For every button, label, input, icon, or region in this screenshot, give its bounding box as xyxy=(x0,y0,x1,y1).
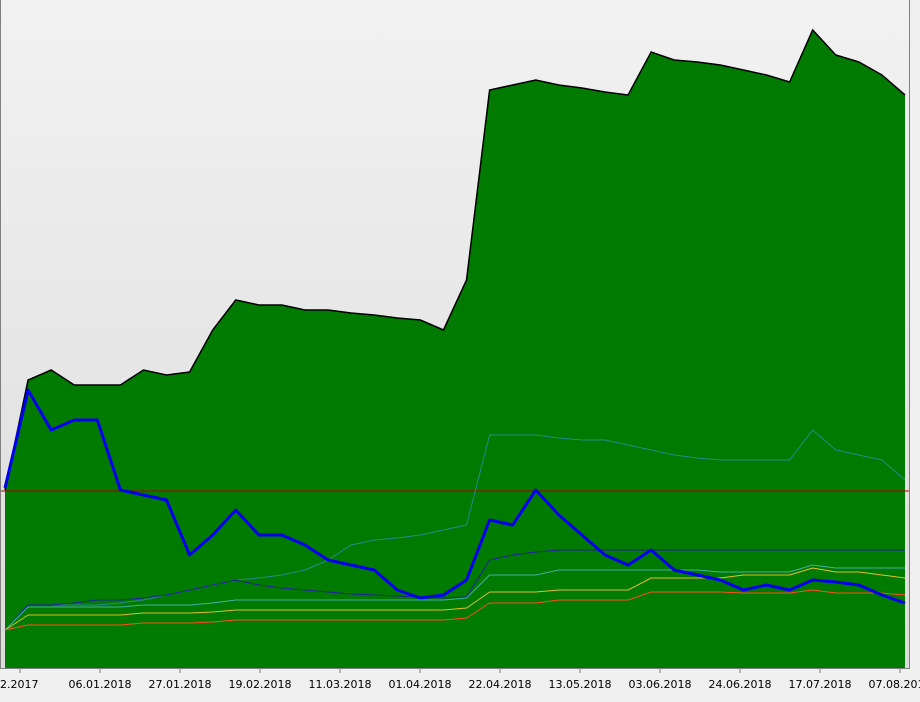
series-line xyxy=(4,567,906,631)
series-line xyxy=(4,564,905,631)
x-tick-label: 07.08.2018 xyxy=(869,678,920,691)
x-tick-label: 2.2017 xyxy=(0,678,39,691)
x-tick-label: 22.04.2018 xyxy=(469,678,532,691)
x-tick-label: 11.03.2018 xyxy=(309,678,372,691)
x-tick-label: 03.06.2018 xyxy=(629,678,692,691)
x-tick-label: 27.01.2018 xyxy=(149,678,212,691)
x-tick-label: 24.06.2018 xyxy=(709,678,772,691)
x-tick-label: 06.01.2018 xyxy=(69,678,132,691)
x-tick-label: 17.07.2018 xyxy=(789,678,852,691)
x-tick-label: 19.02.2018 xyxy=(229,678,292,691)
series-line xyxy=(3,388,906,605)
equity-edge xyxy=(4,28,906,491)
x-tick-label: 01.04.2018 xyxy=(389,678,452,691)
equity-area xyxy=(5,30,905,668)
series-line xyxy=(4,549,905,631)
series-line xyxy=(4,589,906,631)
x-tick-label: 13.05.2018 xyxy=(549,678,612,691)
series-line xyxy=(4,429,906,631)
